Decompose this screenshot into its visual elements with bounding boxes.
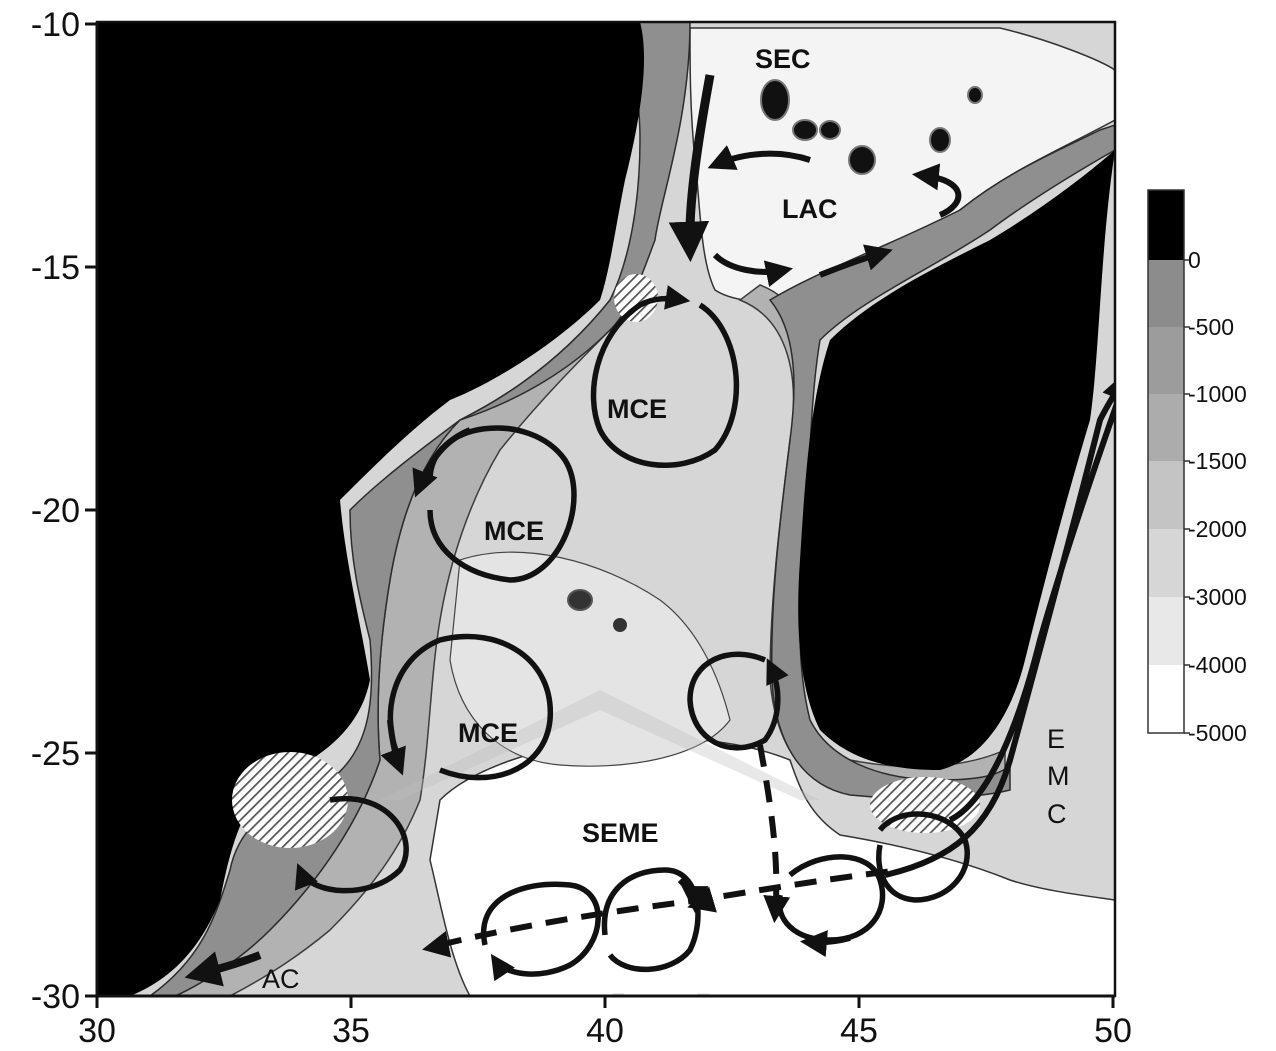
x-tick-label: 35	[332, 1012, 370, 1050]
legend-swatch	[1148, 529, 1184, 597]
x-tick-label: 45	[840, 1012, 878, 1050]
circulation	[184, 74, 1115, 987]
legend-swatch	[1148, 461, 1184, 529]
svg-text:Universitat d'Alacant: Universitat d'Alacant	[245, 980, 873, 1051]
legend-swatch	[1148, 327, 1184, 394]
depth-legend: 0 -500 -1000 -1500 -2000 -3000 -4000 -50…	[1147, 189, 1247, 746]
legend-label: -3000	[1188, 584, 1247, 610]
x-tick-label: 40	[586, 1012, 624, 1050]
watermark: Universitat d'Alacant	[245, 690, 873, 1051]
label-seme: SEME	[582, 818, 659, 848]
legend-swatch	[1148, 394, 1184, 461]
y-tick-label: -15	[31, 249, 80, 287]
x-tick-label: 30	[78, 1012, 116, 1050]
central-basin	[449, 551, 731, 767]
legend-label: -4000	[1188, 652, 1247, 678]
legend-label: -1000	[1188, 381, 1247, 407]
legend-label: -2000	[1188, 516, 1247, 542]
legend-label: 0	[1188, 247, 1201, 273]
legend-label: -5000	[1188, 720, 1247, 746]
label-mce-south: MCE	[458, 718, 518, 748]
legend-label: -500	[1188, 314, 1234, 340]
legend-swatch	[1148, 190, 1184, 260]
label-emc-c: C	[1047, 799, 1067, 829]
y-axis: -10 -15 -20 -25 -30	[31, 6, 99, 1016]
land-africa[interactable]	[97, 22, 645, 996]
label-lac: LAC	[782, 194, 838, 224]
label-ac: AC	[262, 964, 300, 994]
legend-swatch	[1148, 597, 1184, 665]
legend-swatch	[1148, 665, 1184, 733]
x-tick-label: 50	[1094, 1012, 1132, 1050]
label-emc-e: E	[1047, 724, 1065, 754]
map-area: Universitat d'Alacant	[97, 22, 1115, 1051]
legend-swatch	[1148, 260, 1184, 327]
y-tick-label: -20	[31, 492, 80, 530]
label-emc-m: M	[1047, 761, 1070, 791]
y-tick-label: -30	[31, 978, 80, 1016]
comoros-islands[interactable]	[760, 79, 983, 175]
region-labels: SEC LAC MCE MCE MCE SEME AC E M C	[262, 44, 1070, 994]
y-tick-label: -25	[31, 735, 80, 773]
seamounts	[567, 589, 627, 632]
legend-label: -1500	[1188, 448, 1247, 474]
y-tick-label: -10	[31, 6, 80, 44]
label-mce-north: MCE	[607, 394, 667, 424]
label-mce-middle: MCE	[484, 516, 544, 546]
x-axis: 30 35 40 45 50	[78, 994, 1132, 1050]
land-madagascar[interactable]	[798, 150, 1115, 770]
shelf-west	[148, 22, 691, 996]
label-sec: SEC	[755, 44, 811, 74]
